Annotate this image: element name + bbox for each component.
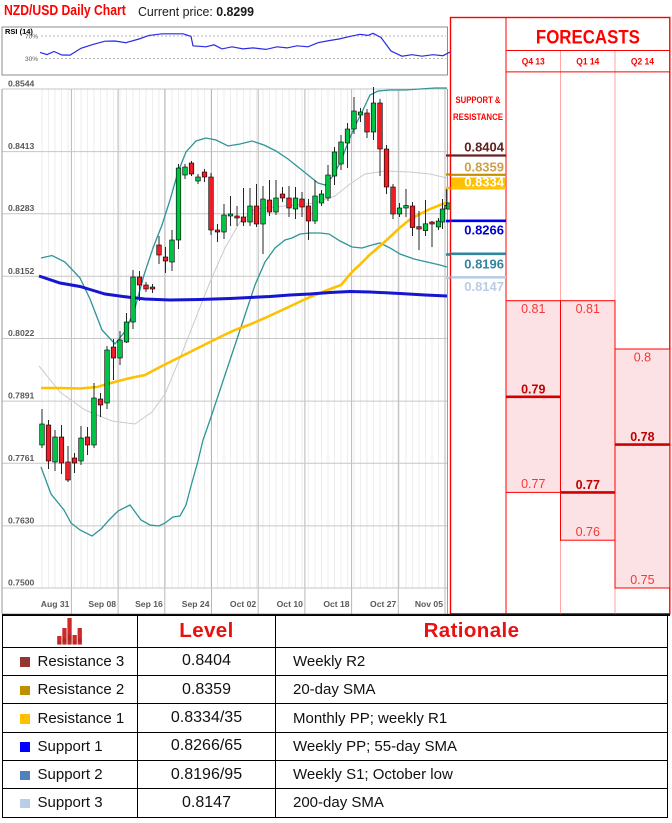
svg-text:Sep 24: Sep 24 [182, 599, 210, 609]
svg-text:0.79: 0.79 [521, 382, 545, 396]
svg-text:0.8196: 0.8196 [464, 257, 504, 272]
svg-text:0.8404: 0.8404 [464, 140, 505, 155]
svg-text:0.8359: 0.8359 [464, 160, 504, 175]
svg-text:0.76: 0.76 [576, 525, 600, 539]
svg-text:0.7891: 0.7891 [8, 391, 35, 401]
svg-text:30%: 30% [25, 56, 38, 63]
svg-text:0.7500: 0.7500 [8, 578, 35, 588]
svg-text:Nov 05: Nov 05 [415, 599, 443, 609]
svg-text:0.8: 0.8 [634, 351, 651, 365]
svg-text:0.8266: 0.8266 [464, 223, 504, 238]
svg-text:SUPPORT &: SUPPORT & [456, 95, 501, 106]
svg-text:0.8147: 0.8147 [464, 279, 504, 294]
svg-text:0.8022: 0.8022 [8, 328, 35, 338]
svg-text:0.7761: 0.7761 [8, 453, 35, 463]
svg-text:Oct 18: Oct 18 [323, 599, 349, 609]
svg-text:Q4 13: Q4 13 [522, 57, 545, 68]
svg-text:0.8544: 0.8544 [8, 79, 35, 89]
svg-text:0.8152: 0.8152 [8, 266, 35, 276]
svg-text:0.77: 0.77 [521, 477, 545, 491]
svg-text:Sep 16: Sep 16 [135, 599, 163, 609]
svg-text:Oct 02: Oct 02 [230, 599, 256, 609]
svg-text:0.78: 0.78 [630, 430, 654, 444]
svg-text:0.8413: 0.8413 [8, 141, 35, 151]
svg-text:0.8334: 0.8334 [464, 175, 505, 190]
svg-text:0.75: 0.75 [630, 573, 654, 587]
svg-text:Q1 14: Q1 14 [576, 57, 600, 68]
svg-text:0.8283: 0.8283 [8, 203, 35, 213]
svg-text:0.81: 0.81 [576, 302, 600, 316]
svg-text:0.81: 0.81 [521, 302, 545, 316]
svg-text:Oct 10: Oct 10 [277, 599, 303, 609]
svg-text:Aug 31: Aug 31 [41, 599, 70, 609]
svg-text:RSI (14): RSI (14) [5, 27, 33, 36]
svg-text:Sep 08: Sep 08 [88, 599, 116, 609]
svg-text:0.77: 0.77 [576, 478, 600, 492]
svg-text:70%: 70% [25, 34, 38, 41]
svg-text:Oct 27: Oct 27 [370, 599, 396, 609]
svg-text:0.7630: 0.7630 [8, 515, 35, 525]
svg-text:Q2 14: Q2 14 [631, 57, 655, 68]
svg-text:FORECASTS: FORECASTS [536, 27, 640, 49]
svg-text:RESISTANCE: RESISTANCE [453, 112, 503, 123]
